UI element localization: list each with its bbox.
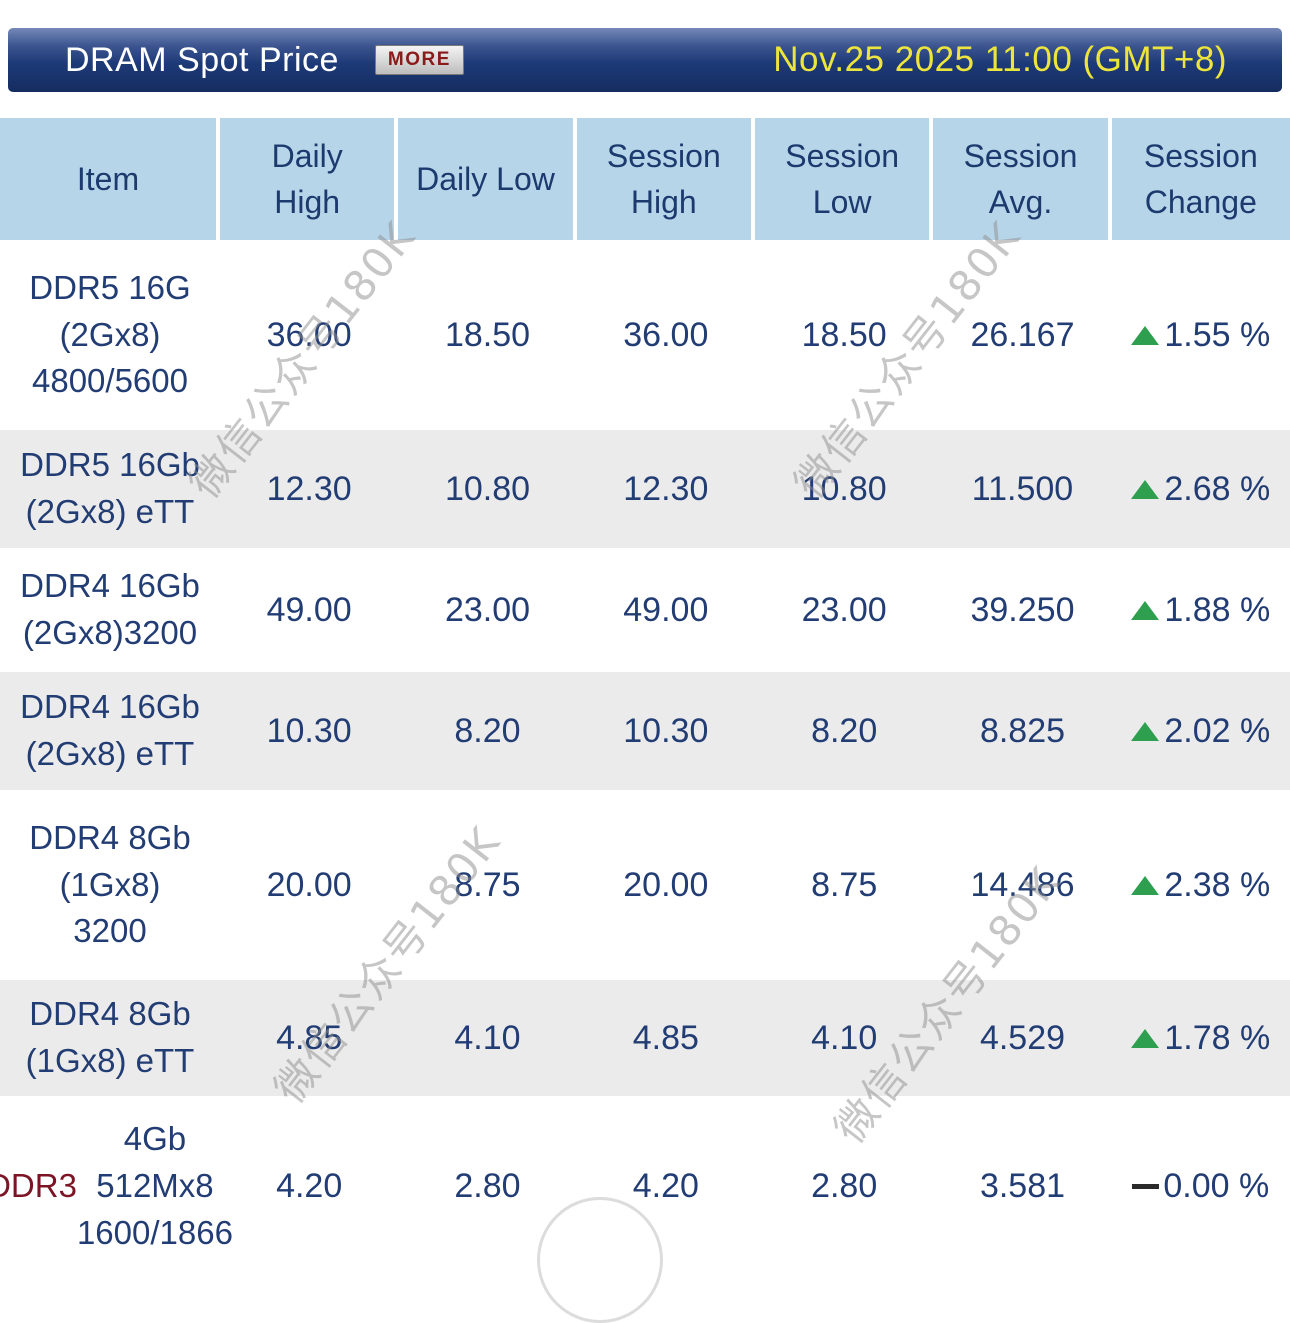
cell-session-avg: 26.167 [970, 315, 1075, 354]
cell-daily-low: 23.00 [444, 590, 531, 629]
table-row: DDR4 8Gb (1Gx8) 3200 20.00 8.75 20.00 8.… [0, 790, 1290, 980]
col-header-item: Item [0, 118, 220, 240]
cell-daily-low: 18.50 [444, 315, 531, 354]
item-ddr3-label: DDR3 [0, 1167, 77, 1205]
cell-session-low: 8.20 [811, 711, 878, 750]
cell-session-high: 36.00 [623, 315, 709, 354]
cell-session-change: 1.78 % [1112, 980, 1290, 1096]
cell-session-change: 0.00 % [1112, 1096, 1290, 1277]
table-row: DDR4 16Gb (2Gx8) eTT 10.30 8.20 10.30 8.… [0, 672, 1290, 790]
up-arrow-icon [1131, 721, 1160, 741]
cell-session-avg: 11.500 [971, 469, 1074, 508]
col-header-session-avg: Session Avg. [933, 118, 1112, 240]
cell-session-avg: 3.581 [979, 1167, 1066, 1205]
cell-session-high: 10.30 [623, 711, 709, 750]
cell-daily-high: 4.20 [276, 1167, 343, 1205]
cell-session-change: 1.88 % [1112, 548, 1290, 672]
flat-dash-icon [1132, 1184, 1160, 1189]
cell-daily-low: 4.10 [454, 1018, 521, 1057]
cell-session-change: 2.68 % [1112, 430, 1290, 548]
cell-item: DDR4 16Gb (2Gx8) eTT [20, 688, 200, 772]
cell-session-high: 20.00 [623, 865, 709, 904]
table-row: DDR5 16Gb (2Gx8) eTT 12.30 10.80 12.30 1… [0, 430, 1290, 548]
cell-daily-high: 4.85 [276, 1018, 343, 1057]
cell-session-change: 1.55 % [1112, 240, 1290, 430]
widget-title: DRAM Spot Price [65, 40, 339, 79]
cell-session-low: 18.50 [801, 315, 887, 354]
spot-price-table: Item Daily High Daily Low Session High S… [0, 118, 1290, 1277]
cell-session-low: 2.80 [811, 1167, 878, 1205]
cell-daily-low: 8.20 [454, 711, 521, 750]
cell-item: DDR4 16Gb (2Gx8)3200 [20, 567, 200, 651]
col-header-daily-low: Daily Low [398, 118, 577, 240]
cell-session-low: 23.00 [801, 590, 887, 629]
cell-session-low: 10.80 [801, 469, 887, 508]
change-value: 2.02 % [1164, 711, 1271, 750]
cell-session-low: 8.75 [811, 865, 878, 904]
table-row: DDR4 8Gb (1Gx8) eTT 4.85 4.10 4.85 4.10 … [0, 980, 1290, 1096]
table-row: DDR4 16Gb (2Gx8)3200 49.00 23.00 49.00 2… [0, 548, 1290, 672]
col-header-session-change: Session Change [1143, 137, 1258, 220]
cell-session-avg: 8.825 [979, 711, 1066, 750]
datetime-label: Nov.25 2025 11:00 (GMT+8) [773, 40, 1227, 79]
cell-session-high: 12.30 [623, 469, 709, 508]
table-header-row: Item Daily High Daily Low Session High S… [0, 118, 1290, 240]
cell-daily-high: 36.00 [266, 315, 352, 354]
change-value: 0.00 % [1163, 1167, 1270, 1205]
table-row: DDR5 16G (2Gx8) 4800/5600 36.00 18.50 36… [0, 240, 1290, 430]
cell-session-high: 4.85 [632, 1018, 699, 1057]
col-header-session-low: Session Low [755, 118, 934, 240]
col-header-session-high: Session High [577, 118, 755, 240]
col-header-daily-high: Daily High [220, 118, 399, 240]
up-arrow-icon [1131, 1028, 1160, 1048]
cell-session-avg: 4.529 [979, 1018, 1066, 1057]
cell-daily-high: 12.30 [266, 469, 352, 508]
cell-session-low: 4.10 [811, 1018, 878, 1057]
cell-session-change: 2.02 % [1112, 672, 1290, 790]
up-arrow-icon [1131, 325, 1160, 345]
cell-daily-low: 2.80 [454, 1167, 521, 1205]
cell-item: DDR4 8Gb (1Gx8) eTT [25, 995, 195, 1079]
item-rest-label: 4Gb 512Mx8 1600/1866 [76, 1120, 233, 1251]
cell-session-change: 2.38 % [1112, 790, 1290, 980]
change-value: 2.68 % [1164, 469, 1271, 508]
change-value: 1.55 % [1164, 315, 1271, 354]
change-value: 2.38 % [1164, 865, 1271, 904]
cell-item: DDR4 8Gb (1Gx8) 3200 [29, 818, 191, 950]
up-arrow-icon [1131, 600, 1160, 620]
cell-item: DDR5 16G (2Gx8) 4800/5600 [29, 268, 191, 400]
more-button[interactable]: MORE [374, 45, 464, 75]
cell-session-avg: 39.250 [970, 590, 1075, 629]
cell-item: DDR5 16Gb (2Gx8) eTT [20, 446, 200, 530]
cell-daily-high: 20.00 [266, 865, 352, 904]
title-bar: DRAM Spot Price MORE Nov.25 2025 11:00 (… [8, 28, 1282, 92]
cell-daily-high: 10.30 [266, 711, 352, 750]
cell-daily-low: 10.80 [444, 469, 531, 508]
cell-daily-high: 49.00 [266, 590, 352, 629]
cell-daily-low: 8.75 [454, 865, 521, 904]
change-value: 1.78 % [1164, 1018, 1271, 1057]
change-value: 1.88 % [1164, 590, 1271, 629]
cell-session-high: 49.00 [623, 590, 709, 629]
up-arrow-icon [1131, 479, 1160, 499]
cell-item: DDR3 4Gb 512Mx8 1600/1866 [0, 1096, 233, 1277]
cell-session-high: 4.20 [632, 1167, 699, 1205]
up-arrow-icon [1131, 875, 1160, 895]
cell-session-avg: 14.486 [970, 865, 1075, 904]
table-row: DDR3 4Gb 512Mx8 1600/1866 4.20 2.80 4.20… [0, 1096, 1290, 1277]
